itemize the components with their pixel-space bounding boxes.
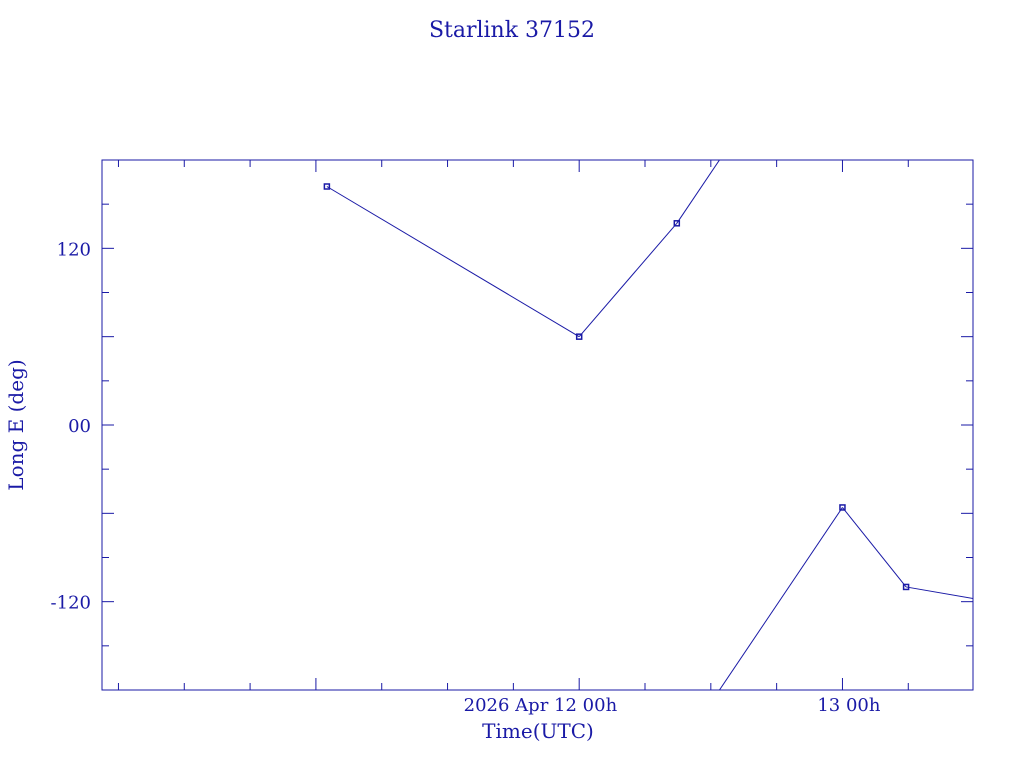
y-tick-label: 00 [68, 416, 91, 437]
series-segment [676, 160, 721, 224]
x-axis-label: Time(UTC) [482, 719, 594, 743]
series-segment [718, 507, 843, 690]
y-tick-label: 120 [57, 239, 91, 260]
x-tick-label: 13 00h [817, 695, 881, 716]
tick-marks [102, 160, 973, 690]
chart-title: Starlink 37152 [429, 18, 595, 43]
plot-frame [101, 159, 974, 691]
data-series [323, 160, 973, 690]
y-tick-label: -120 [51, 593, 91, 614]
data-point [323, 183, 331, 190]
series-segment [326, 186, 580, 338]
series-segment [842, 507, 907, 588]
series-line [326, 160, 973, 690]
data-point [575, 333, 583, 340]
series-segment [578, 222, 678, 337]
data-point [673, 220, 681, 227]
data-point [902, 583, 910, 591]
x-tick-label: 2026 Apr 12 00h [464, 695, 618, 716]
series-segment [905, 586, 973, 599]
data-point [839, 504, 846, 511]
y-axis-label: Long E (deg) [4, 359, 28, 490]
